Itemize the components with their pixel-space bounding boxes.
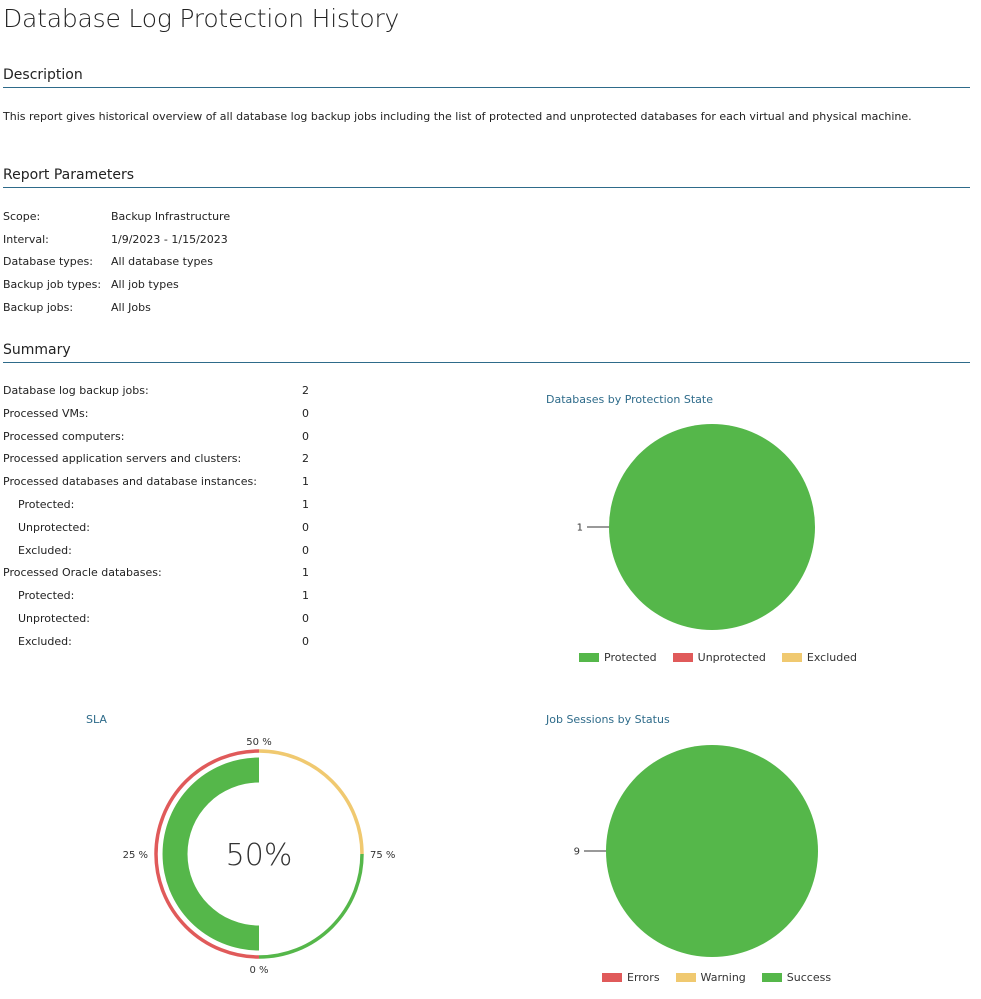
protection-state-chart-title: Databases by Protection State [546, 393, 713, 406]
parameter-value: All database types [111, 255, 213, 269]
legend-item-excluded: Excluded [781, 651, 857, 664]
pie-data-label: 9 [574, 847, 580, 858]
legend-item-unprotected: Unprotected [672, 651, 766, 664]
parameter-value: 1/9/2023 - 1/15/2023 [111, 232, 228, 246]
summary-label: Processed databases and database instanc… [3, 475, 257, 489]
summary-value: 0 [302, 520, 309, 534]
parameter-label: Backup job types: [3, 278, 102, 292]
parameter-value: All Jobs [111, 300, 151, 314]
sla-band-red [154, 749, 260, 959]
summary-value: 2 [302, 452, 309, 466]
sla-value-arc [162, 757, 259, 951]
legend-label: Excluded [806, 651, 857, 664]
legend-label: Errors [627, 971, 660, 984]
summary-label: Excluded: [18, 634, 72, 648]
parameter-label: Database types: [3, 255, 93, 269]
sla-gauge-chart: 50% 0 % 25 % 50 % 75 % [123, 737, 396, 976]
page-title: Database Log Protection History [3, 4, 400, 33]
summary-value: 1 [302, 589, 309, 603]
legend-item-warning: Warning [675, 971, 746, 984]
legend-label: Warning [700, 971, 746, 984]
protection-state-legend: Protected Unprotected Excluded [579, 651, 867, 664]
summary-value: 0 [302, 429, 309, 443]
summary-value: 0 [302, 612, 309, 625]
legend-label: Success [786, 971, 832, 984]
sla-tick-label: 25 % [123, 850, 148, 861]
parameter-label: Interval: [3, 232, 49, 246]
legend-swatch [761, 973, 782, 982]
summary-label: Processed Oracle databases: [3, 566, 162, 580]
pie-slice-protected [609, 424, 815, 630]
legend-swatch [781, 653, 802, 662]
legend-item-protected: Protected [579, 651, 657, 664]
sla-band-yellow [258, 749, 364, 855]
summary-label: Protected: [18, 498, 75, 511]
job-sessions-legend: Errors Warning Success [602, 971, 841, 984]
parameter-label: Scope: [3, 210, 41, 223]
summary-heading: Summary [3, 342, 970, 363]
protection-state-pie-chart: 1 [577, 424, 815, 630]
legend-swatch [579, 653, 599, 662]
legend-swatch [672, 653, 693, 662]
parameter-label: Backup jobs: [3, 300, 74, 314]
legend-swatch [602, 973, 622, 982]
summary-label: Excluded: [18, 543, 72, 557]
sla-tick-label: 50 % [246, 737, 271, 748]
job-sessions-pie-chart: 9 [574, 745, 818, 957]
parameter-value: All job types [111, 278, 179, 292]
summary-value: 0 [302, 634, 309, 648]
sla-chart-title: SLA [86, 713, 107, 726]
legend-item-errors: Errors [602, 971, 660, 984]
sla-tick-label: 75 % [370, 850, 395, 861]
report-parameters-heading: Report Parameters [3, 167, 970, 188]
description-text: This report gives historical overview of… [3, 110, 912, 123]
parameter-value: Backup Infrastructure [111, 210, 231, 223]
summary-value: 0 [302, 543, 309, 557]
summary-value: 1 [302, 498, 309, 511]
sla-band-green [258, 853, 364, 959]
sla-center-value: 50% [226, 838, 293, 873]
pie-slice-success [606, 745, 818, 957]
summary-label: Processed application servers and cluste… [3, 452, 242, 466]
legend-label: Unprotected [697, 651, 766, 664]
legend-label: Protected [604, 651, 657, 664]
pie-data-label: 1 [577, 523, 583, 534]
job-sessions-chart-title: Job Sessions by Status [546, 713, 670, 726]
summary-label: Unprotected: [18, 520, 90, 534]
summary-value: 0 [302, 406, 309, 420]
summary-label: Processed computers: [3, 429, 125, 443]
summary-label: Processed VMs: [3, 406, 89, 420]
summary-value: 2 [302, 384, 309, 397]
summary-value: 1 [302, 475, 309, 489]
legend-swatch [675, 973, 696, 982]
summary-label: Unprotected: [18, 612, 90, 625]
summary-label: Database log backup jobs: [3, 384, 149, 397]
sla-tick-label: 0 % [249, 965, 268, 976]
summary-value: 1 [302, 566, 309, 580]
summary-label: Protected: [18, 589, 75, 603]
legend-item-success: Success [761, 971, 832, 984]
description-heading: Description [3, 67, 970, 88]
